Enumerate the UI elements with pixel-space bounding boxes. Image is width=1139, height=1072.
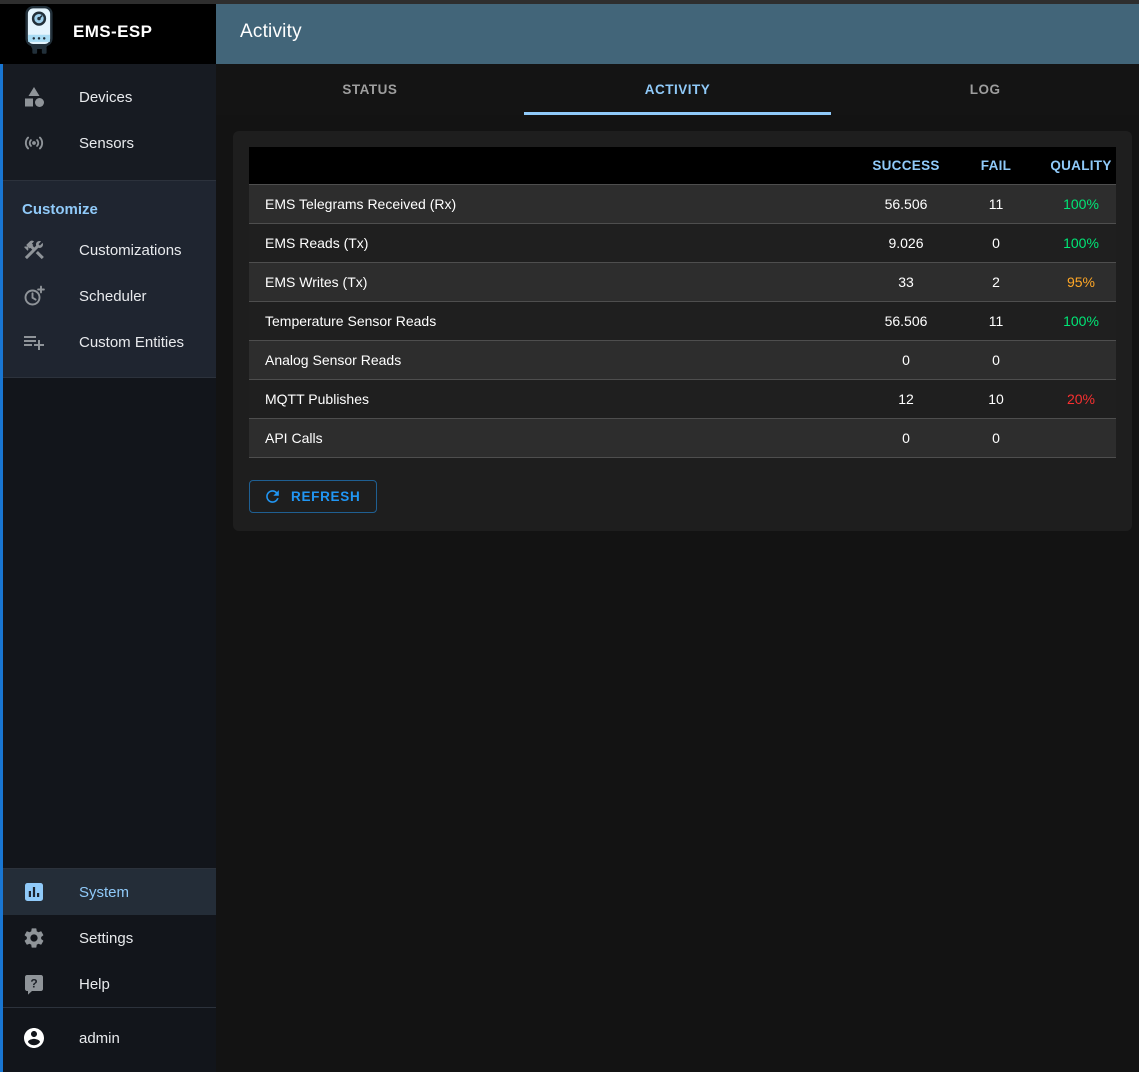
row-label: MQTT Publishes <box>249 379 866 419</box>
logo-header: EMS-ESP <box>0 0 216 64</box>
row-label: API Calls <box>249 418 866 458</box>
customize-section-header: Customize <box>22 200 98 218</box>
row-quality-value: 100% <box>1046 223 1116 263</box>
row-success-value: 33 <box>866 262 946 302</box>
table-header-row: SUCCESS FAIL QUALITY <box>249 147 1116 185</box>
sidebar-item-help[interactable]: ? Help <box>0 961 216 1007</box>
analytics-icon <box>22 880 46 904</box>
row-quality-value: 20% <box>1046 379 1116 419</box>
row-fail-value: 10 <box>946 379 1046 419</box>
sidebar-bottom-section: System Settings ? Help <box>0 868 216 1007</box>
main-area: Activity STATUS ACTIVITY LOG SUCCESS FAI… <box>216 0 1139 1072</box>
row-label: Temperature Sensor Reads <box>249 301 866 341</box>
activity-table: SUCCESS FAIL QUALITY EMS Telegrams Recei… <box>249 147 1116 458</box>
row-label: EMS Reads (Tx) <box>249 223 866 263</box>
activity-panel: SUCCESS FAIL QUALITY EMS Telegrams Recei… <box>233 131 1132 531</box>
sidebar-item-label: Help <box>79 975 110 993</box>
table-row: EMS Writes (Tx) 33 2 95% <box>249 262 1116 302</box>
sidebar-customize-section: Customize Customizations Scheduler <box>0 180 216 378</box>
sidebar: EMS-ESP Devices Sensors Customize <box>0 0 216 1072</box>
tab-log[interactable]: LOG <box>969 82 1001 97</box>
column-header-fail: FAIL <box>946 147 1046 185</box>
row-fail-value: 0 <box>946 223 1046 263</box>
table-row: Analog Sensor Reads 0 0 <box>249 340 1116 380</box>
sidebar-item-label: System <box>79 883 130 901</box>
sidebar-item-settings[interactable]: Settings <box>0 915 216 961</box>
playlist-add-icon <box>22 330 46 354</box>
sidebar-scrollbar[interactable] <box>0 64 3 1072</box>
row-fail-value: 0 <box>946 418 1046 458</box>
appbar: Activity <box>216 0 1139 64</box>
row-success-value: 0 <box>866 418 946 458</box>
page-title: Activity <box>240 21 302 42</box>
row-quality-value <box>1046 340 1116 380</box>
table-row: Temperature Sensor Reads 56.506 11 100% <box>249 301 1116 341</box>
table-row: API Calls 0 0 <box>249 418 1116 458</box>
account-circle-icon <box>22 1026 46 1050</box>
sensors-icon <box>22 131 46 155</box>
sidebar-item-scheduler[interactable]: Scheduler <box>0 273 216 319</box>
boiler-logo-icon <box>20 5 58 60</box>
app-title: EMS-ESP <box>73 22 153 41</box>
sidebar-item-sensors[interactable]: Sensors <box>0 120 216 166</box>
window-top-edge <box>0 0 1139 4</box>
gear-icon <box>22 926 46 950</box>
svg-text:?: ? <box>30 977 37 991</box>
row-success-value: 56.506 <box>866 301 946 341</box>
table-row: MQTT Publishes 12 10 20% <box>249 379 1116 419</box>
sidebar-item-label: Custom Entities <box>79 333 185 351</box>
activity-table-body: EMS Telegrams Received (Rx) 56.506 11 100% E… <box>249 184 1116 458</box>
column-header-name <box>249 147 866 185</box>
tab-bar: STATUS ACTIVITY LOG <box>216 64 1139 115</box>
sidebar-item-label: Devices <box>79 88 133 106</box>
username-label: admin <box>79 1029 120 1047</box>
row-label: EMS Writes (Tx) <box>249 262 866 302</box>
sidebar-item-devices[interactable]: Devices <box>0 74 216 120</box>
refresh-button-label: REFRESH <box>291 488 361 504</box>
table-row: EMS Telegrams Received (Rx) 56.506 11 100% <box>249 184 1116 224</box>
column-header-quality: QUALITY <box>1046 147 1116 185</box>
sidebar-item-label: Customizations <box>79 241 182 259</box>
sidebar-item-admin[interactable]: admin <box>0 1022 216 1054</box>
construction-icon <box>22 238 46 262</box>
row-success-value: 9.026 <box>866 223 946 263</box>
row-success-value: 0 <box>866 340 946 380</box>
row-quality-value <box>1046 418 1116 458</box>
sidebar-item-customizations[interactable]: Customizations <box>0 227 216 273</box>
tab-status[interactable]: STATUS <box>342 82 398 97</box>
row-fail-value: 11 <box>946 184 1046 224</box>
row-success-value: 56.506 <box>866 184 946 224</box>
column-header-success: SUCCESS <box>866 147 946 185</box>
sidebar-item-system[interactable]: System <box>0 869 216 915</box>
sidebar-item-label: Settings <box>79 929 134 947</box>
sidebar-item-custom-entities[interactable]: Custom Entities <box>0 319 216 365</box>
row-quality-value: 100% <box>1046 301 1116 341</box>
sidebar-item-label: Sensors <box>79 134 135 152</box>
tab-activity[interactable]: ACTIVITY <box>523 64 832 115</box>
help-bubble-icon: ? <box>22 972 46 996</box>
refresh-button[interactable]: REFRESH <box>249 479 378 513</box>
row-label: EMS Telegrams Received (Rx) <box>249 184 866 224</box>
sidebar-user-section: admin <box>0 1007 216 1072</box>
table-row: EMS Reads (Tx) 9.026 0 100% <box>249 223 1116 263</box>
refresh-icon <box>263 487 282 506</box>
row-success-value: 12 <box>866 379 946 419</box>
row-quality-value: 95% <box>1046 262 1116 302</box>
clock-plus-icon <box>22 284 46 308</box>
row-fail-value: 11 <box>946 301 1046 341</box>
sidebar-main-section: Devices Sensors <box>0 64 216 180</box>
sidebar-item-label: Scheduler <box>79 287 147 305</box>
row-label: Analog Sensor Reads <box>249 340 866 380</box>
row-fail-value: 0 <box>946 340 1046 380</box>
row-fail-value: 2 <box>946 262 1046 302</box>
sidebar-spacer <box>0 378 216 868</box>
row-quality-value: 100% <box>1046 184 1116 224</box>
category-icon <box>22 85 46 109</box>
